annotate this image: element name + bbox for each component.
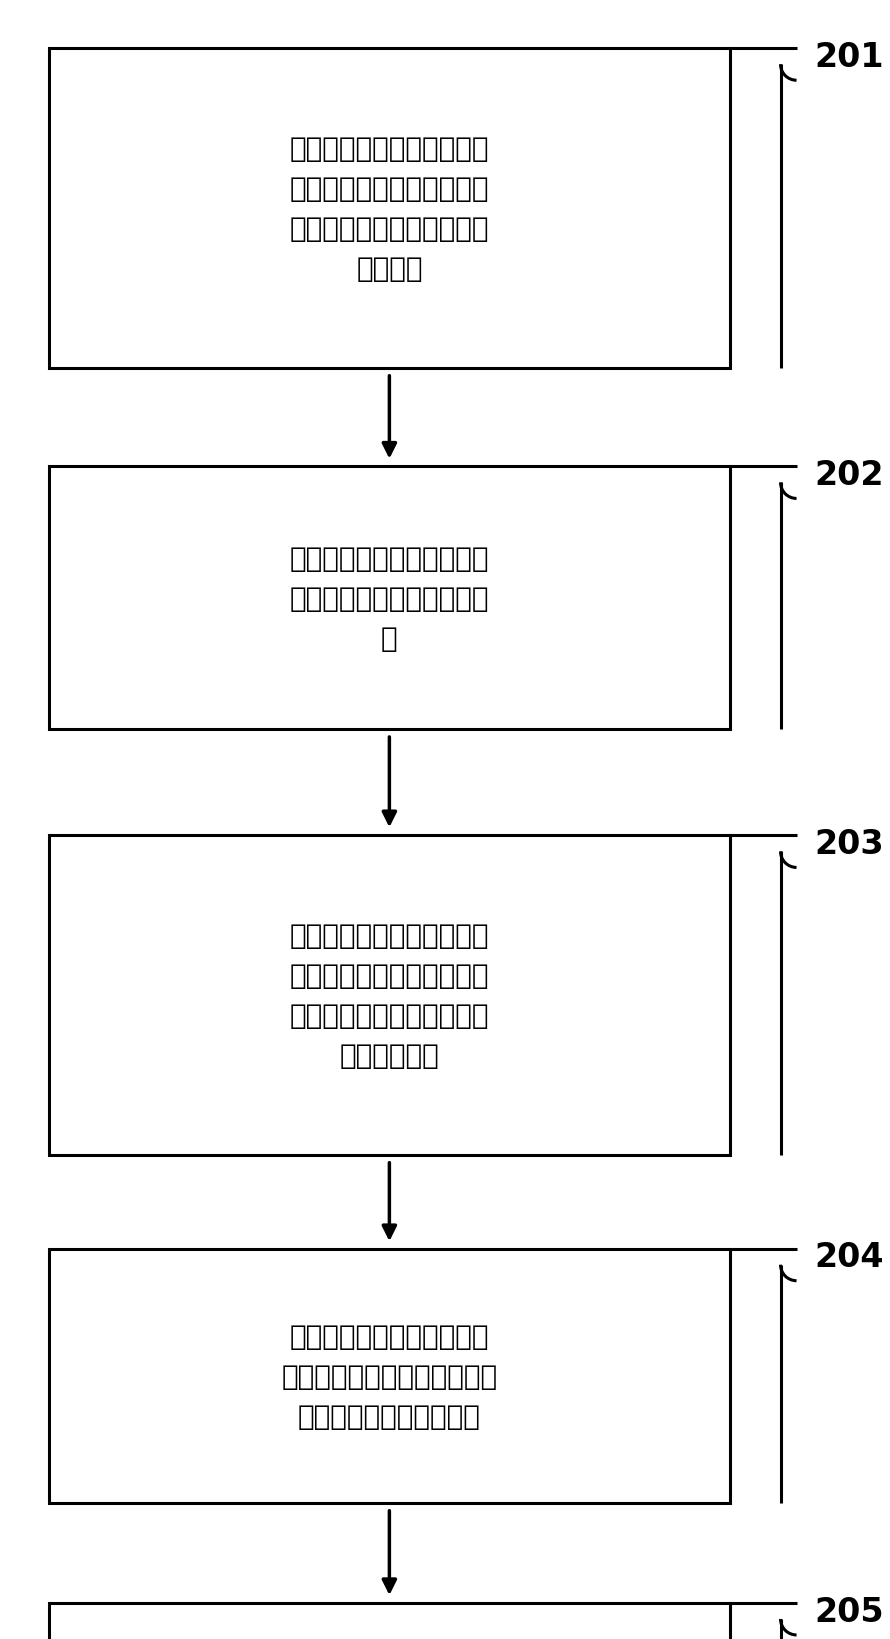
Text: 204: 204: [814, 1241, 884, 1274]
Bar: [49, 836, 730, 1155]
Text: 在所述冷却水送至所述钢制
喷射式凝汽器的过程中，水轮
机对所述冷却水进行调压: 在所述冷却水送至所述钢制 喷射式凝汽器的过程中，水轮 机对所述冷却水进行调压: [281, 1323, 498, 1429]
Text: 202: 202: [814, 459, 884, 492]
Text: 循环水泵组将所述受热冷却
水进行升压以获得升压冷却
水: 循环水泵组将所述受热冷却 水进行升压以获得升压冷却 水: [289, 544, 490, 652]
Text: 安装在空冷塔周围的钢制散
热器将所述升压冷却水与空
气进行对流换热冷却，以获
得所述冷却水: 安装在空冷塔周围的钢制散 热器将所述升压冷却水与空 气进行对流换热冷却，以获 得…: [289, 921, 490, 1070]
Bar: [49, 1603, 730, 1639]
Text: 钢制喷射式凝汽器将汽轮机
排出的乏汽与冷却水进行直
接接触混合换热，并获得受
热冷却水: 钢制喷射式凝汽器将汽轮机 排出的乏汽与冷却水进行直 接接触混合换热，并获得受 热…: [289, 134, 490, 284]
Bar: [49, 467, 730, 729]
Text: 205: 205: [814, 1595, 884, 1628]
Text: 203: 203: [814, 828, 884, 860]
Bar: [49, 49, 730, 369]
Bar: [49, 1249, 730, 1503]
Text: 201: 201: [814, 41, 884, 74]
